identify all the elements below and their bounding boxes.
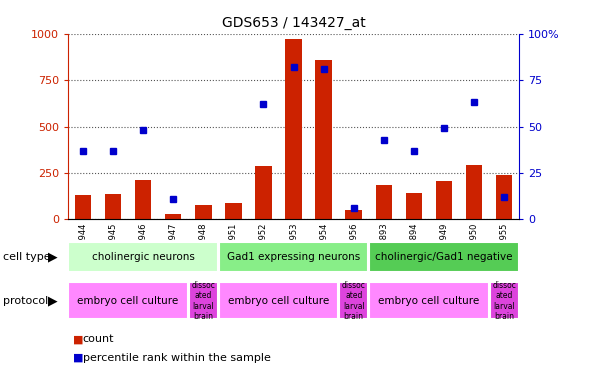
Bar bbox=[255, 166, 272, 219]
Bar bbox=[369, 282, 489, 320]
Bar bbox=[104, 194, 122, 219]
Text: embryo cell culture: embryo cell culture bbox=[228, 296, 329, 306]
Text: embryo cell culture: embryo cell culture bbox=[378, 296, 480, 306]
Bar bbox=[225, 202, 242, 219]
Text: ▶: ▶ bbox=[48, 251, 58, 263]
Bar bbox=[135, 180, 152, 219]
Bar bbox=[435, 182, 453, 219]
Title: GDS653 / 143427_at: GDS653 / 143427_at bbox=[222, 16, 365, 30]
Text: ■: ■ bbox=[73, 334, 84, 344]
Text: protocol: protocol bbox=[3, 296, 48, 306]
Bar bbox=[68, 282, 188, 320]
Bar bbox=[165, 214, 182, 219]
Bar bbox=[189, 282, 218, 320]
Text: ■: ■ bbox=[73, 353, 84, 363]
Bar bbox=[375, 185, 392, 219]
Bar bbox=[345, 210, 362, 219]
Text: dissoc
ated
larval
brain: dissoc ated larval brain bbox=[342, 281, 366, 321]
Text: cholinergic neurons: cholinergic neurons bbox=[91, 252, 195, 262]
Text: cholinergic/Gad1 negative: cholinergic/Gad1 negative bbox=[375, 252, 513, 262]
Bar bbox=[68, 242, 218, 272]
Bar bbox=[496, 175, 513, 219]
Text: dissoc
ated
larval
brain: dissoc ated larval brain bbox=[492, 281, 516, 321]
Text: count: count bbox=[83, 334, 114, 344]
Bar bbox=[369, 242, 519, 272]
Text: Gad1 expressing neurons: Gad1 expressing neurons bbox=[227, 252, 360, 262]
Bar bbox=[466, 165, 483, 219]
Text: cell type: cell type bbox=[3, 252, 51, 262]
Bar bbox=[315, 60, 332, 219]
Bar bbox=[219, 242, 368, 272]
Text: percentile rank within the sample: percentile rank within the sample bbox=[83, 353, 270, 363]
Bar bbox=[195, 206, 212, 219]
Text: ▶: ▶ bbox=[48, 294, 58, 307]
Bar bbox=[285, 39, 302, 219]
Bar bbox=[490, 282, 519, 320]
Text: dissoc
ated
larval
brain: dissoc ated larval brain bbox=[191, 281, 215, 321]
Bar bbox=[74, 195, 91, 219]
Bar bbox=[219, 282, 338, 320]
Text: embryo cell culture: embryo cell culture bbox=[77, 296, 179, 306]
Bar bbox=[339, 282, 368, 320]
Bar bbox=[405, 194, 422, 219]
